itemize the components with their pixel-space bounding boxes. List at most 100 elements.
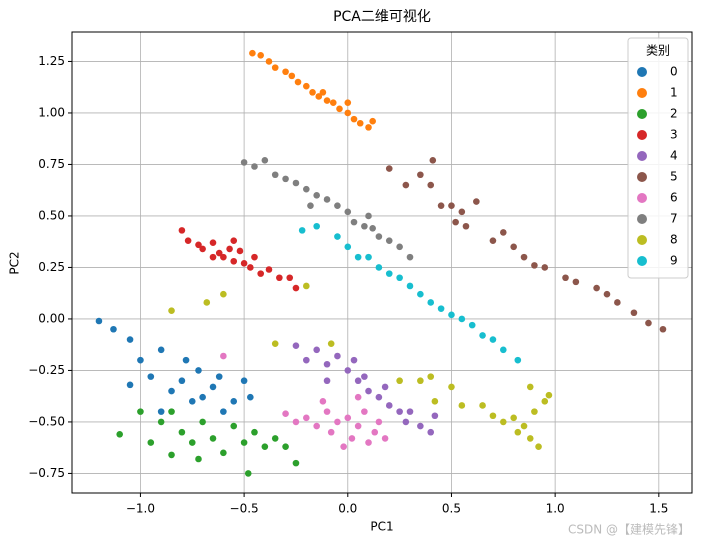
point [396, 408, 403, 415]
point [348, 435, 356, 442]
point [257, 270, 264, 277]
x-tick-label: −1.0 [126, 502, 155, 516]
point [479, 402, 486, 409]
point [361, 373, 368, 380]
point [520, 422, 528, 430]
point [251, 428, 258, 436]
y-tick-label: 0.75 [38, 157, 65, 171]
point [303, 282, 310, 290]
legend-marker [637, 256, 647, 266]
x-tick-label: 0.5 [442, 502, 461, 516]
point [188, 439, 196, 446]
point [603, 290, 611, 298]
y-tick-label: −0.75 [28, 466, 65, 480]
point [500, 229, 507, 236]
point [199, 418, 206, 426]
point [429, 157, 437, 164]
point [236, 247, 244, 255]
x-axis-label: PC1 [370, 520, 393, 534]
point [230, 237, 238, 244]
point [199, 245, 206, 253]
point [323, 360, 331, 368]
point [385, 270, 393, 277]
point [195, 241, 202, 249]
point [313, 422, 320, 430]
x-tick-label: −0.5 [230, 502, 259, 516]
point [385, 237, 393, 244]
point [572, 278, 580, 286]
point [244, 470, 252, 477]
point [220, 253, 227, 261]
point [396, 274, 403, 282]
point [489, 237, 497, 244]
point [257, 51, 264, 59]
point [209, 435, 217, 442]
point [226, 245, 233, 253]
point [365, 387, 372, 395]
point [247, 264, 254, 271]
y-tick-label: −0.50 [28, 414, 65, 428]
point [220, 352, 227, 360]
point [230, 422, 238, 430]
point [402, 181, 410, 189]
point [350, 115, 358, 123]
x-tick-label: 0.0 [338, 502, 357, 516]
point [365, 253, 372, 261]
point [178, 428, 186, 436]
point [334, 202, 341, 209]
point [303, 82, 310, 90]
point [365, 124, 372, 131]
point [240, 377, 248, 385]
point [209, 239, 217, 247]
point [344, 99, 352, 106]
point [385, 402, 393, 409]
legend-box [627, 37, 689, 279]
point [195, 455, 202, 463]
point [137, 408, 144, 415]
point [381, 435, 389, 442]
point [336, 105, 343, 113]
point [369, 225, 376, 232]
point [462, 222, 470, 230]
point [437, 305, 445, 312]
point [396, 377, 403, 385]
legend-label: 0 [670, 65, 678, 79]
y-tick-label: 0.00 [38, 311, 65, 325]
point [344, 414, 352, 422]
point [95, 317, 103, 325]
point [350, 356, 358, 364]
point [340, 443, 347, 450]
point [354, 393, 362, 401]
point [354, 377, 362, 385]
legend-marker [637, 214, 647, 224]
legend-label: 1 [670, 86, 678, 100]
point [514, 428, 522, 436]
point [452, 218, 459, 226]
point [315, 93, 323, 100]
point [344, 367, 352, 374]
legend-label: 3 [670, 128, 678, 142]
point [375, 233, 383, 240]
point [448, 202, 455, 209]
point [110, 325, 117, 333]
point [489, 336, 497, 343]
y-axis-label: PC2 [8, 251, 22, 274]
point [417, 290, 424, 298]
point [271, 340, 279, 347]
point [230, 398, 238, 405]
point [329, 99, 337, 106]
point [261, 443, 269, 450]
point [178, 227, 186, 234]
point [375, 418, 383, 426]
point [199, 393, 206, 401]
y-tick-label: 1.00 [38, 105, 65, 119]
point [126, 336, 134, 343]
point [334, 233, 341, 240]
legend-marker [637, 172, 647, 182]
point [334, 418, 341, 426]
legend-marker [637, 109, 647, 119]
point [182, 356, 190, 364]
point [271, 64, 279, 71]
point [417, 171, 424, 179]
